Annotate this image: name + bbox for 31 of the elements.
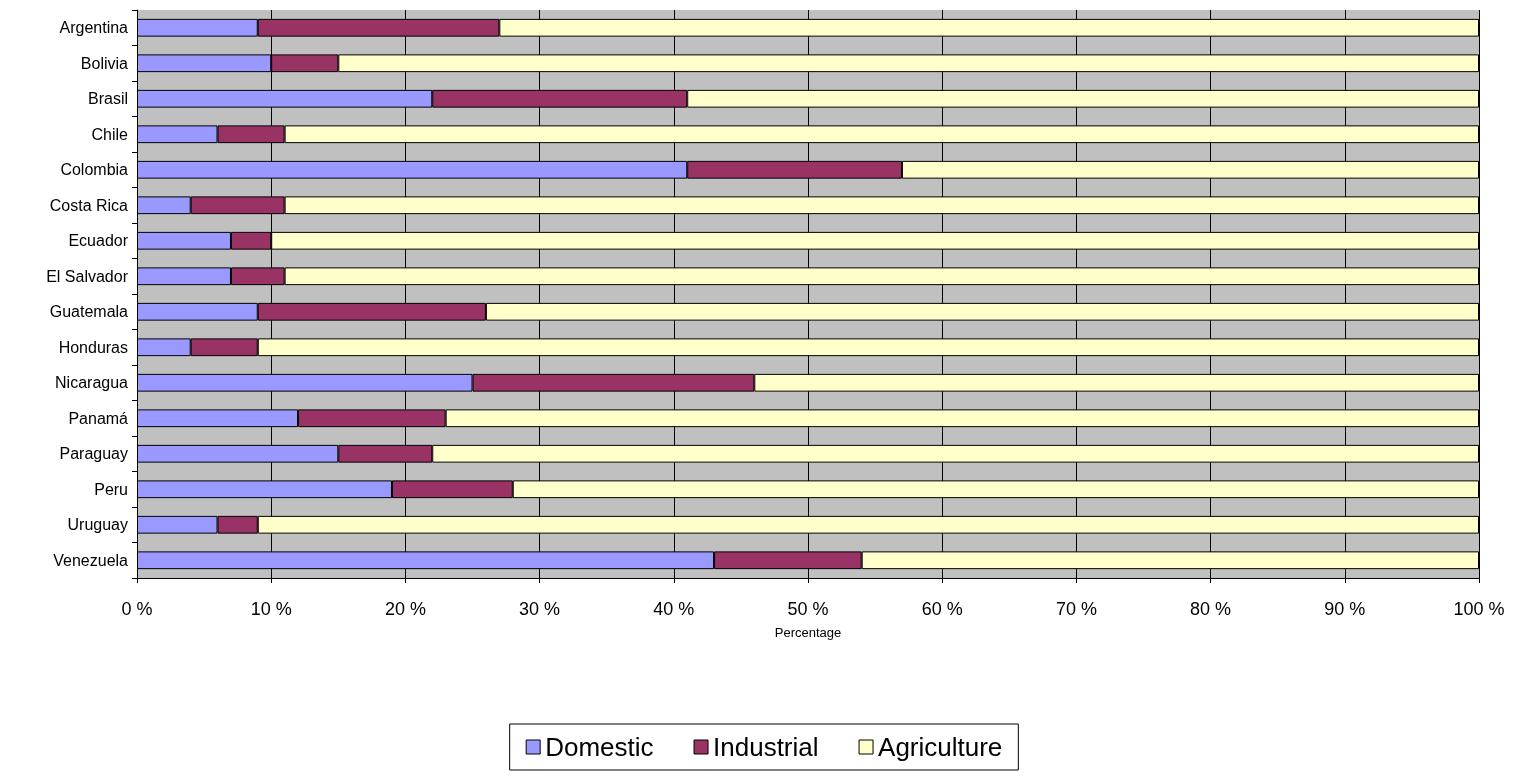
y-tick-label: Ecuador — [68, 232, 129, 250]
legend-label: Agriculture — [878, 732, 1003, 762]
x-tick-label: 40 % — [653, 599, 695, 619]
legend-label: Domestic — [545, 732, 654, 762]
x-tick-label: 80 % — [1190, 599, 1232, 619]
y-tick-label: Venezuela — [53, 551, 129, 569]
y-tick-label: Chile — [91, 125, 129, 143]
y-tick-label: Argentina — [59, 19, 129, 37]
x-tick-label: 60 % — [921, 599, 963, 619]
x-tick-label: 30 % — [519, 599, 561, 619]
x-tick-label: 0 % — [121, 599, 153, 619]
y-tick-label: Guatemala — [49, 303, 129, 321]
x-tick-label: 90 % — [1324, 599, 1366, 619]
x-tick-label: 50 % — [787, 599, 829, 619]
y-tick-label: Uruguay — [67, 516, 128, 534]
y-tick-label: Paraguay — [59, 445, 128, 463]
x-axis-title: Percentage — [774, 625, 842, 640]
x-tick-label: 10 % — [250, 599, 292, 619]
legend-label: Industrial — [713, 732, 819, 762]
y-tick-label: Peru — [94, 480, 128, 498]
y-tick-label: Costa Rica — [49, 196, 129, 214]
y-tick-label: Bolivia — [80, 54, 129, 72]
x-tick-label: 70 % — [1055, 599, 1097, 619]
y-tick-label: Honduras — [58, 338, 128, 356]
x-tick-label: 20 % — [384, 599, 426, 619]
y-tick-label: Brasil — [87, 90, 128, 108]
x-tick-label: 100 % — [1453, 599, 1505, 619]
y-tick-label: El Salvador — [46, 267, 129, 285]
y-tick-label: Colombia — [60, 161, 129, 179]
y-tick-label: Nicaragua — [55, 374, 129, 392]
y-tick-label: Panamá — [68, 409, 129, 427]
